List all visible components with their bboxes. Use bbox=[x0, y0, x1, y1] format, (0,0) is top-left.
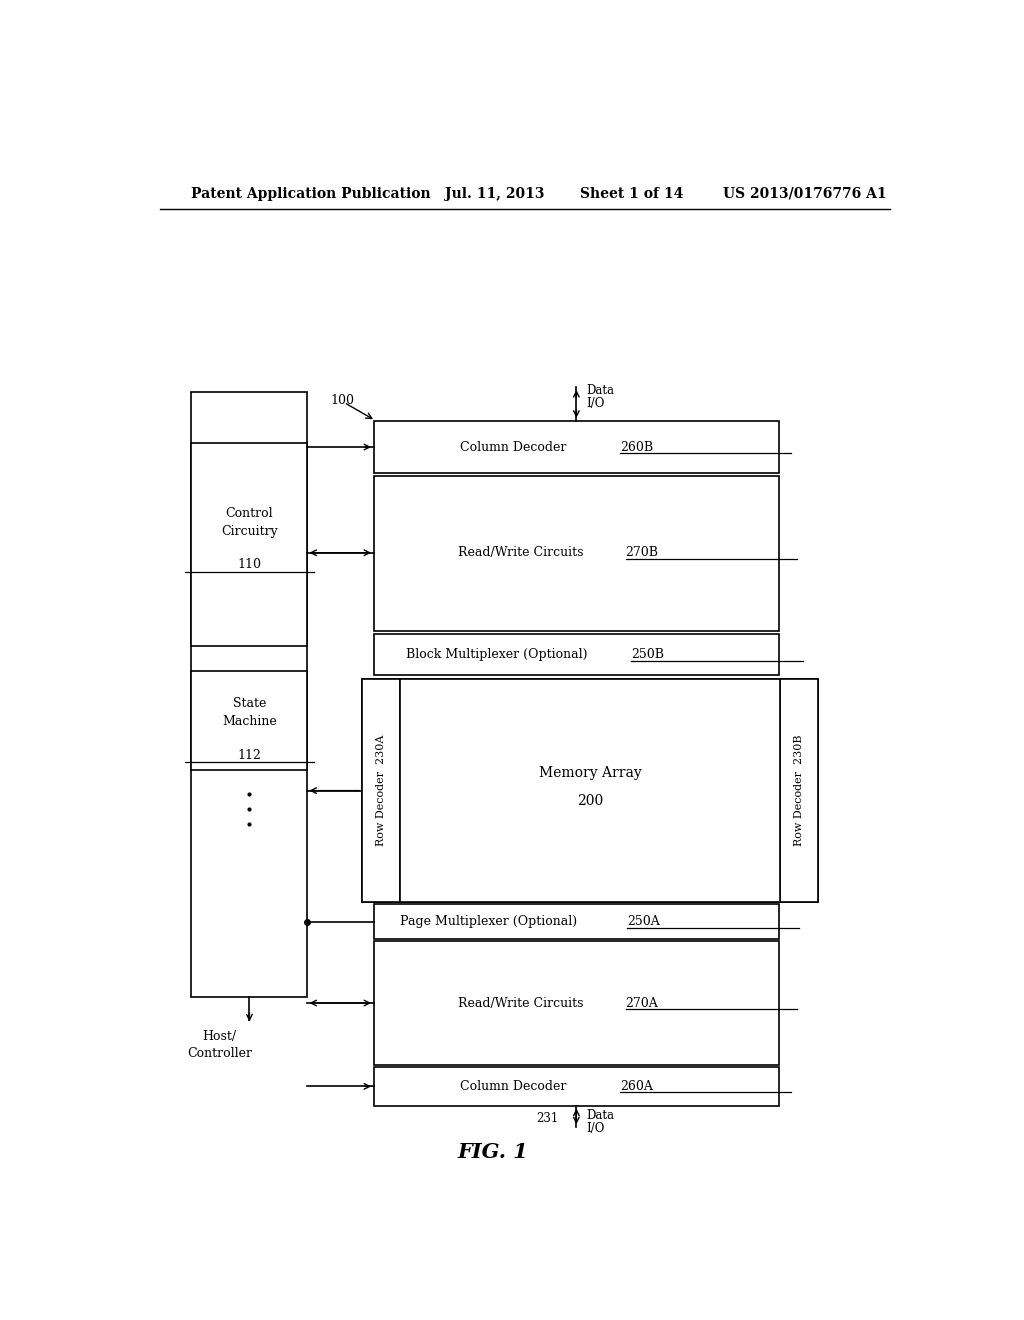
Bar bbox=[191, 444, 306, 647]
Text: Data: Data bbox=[587, 1109, 614, 1122]
Bar bbox=[400, 678, 780, 903]
Text: 110: 110 bbox=[238, 558, 261, 572]
Text: 250B: 250B bbox=[631, 648, 665, 661]
Text: 112: 112 bbox=[238, 748, 261, 762]
Text: 270A: 270A bbox=[626, 997, 658, 1010]
Text: Control
Circuitry: Control Circuitry bbox=[221, 507, 278, 537]
Text: Column Decoder: Column Decoder bbox=[460, 441, 574, 454]
Text: 250A: 250A bbox=[627, 915, 659, 928]
Text: 100: 100 bbox=[331, 393, 354, 407]
Text: 231: 231 bbox=[536, 1113, 558, 1126]
Bar bbox=[362, 678, 818, 903]
Text: 260A: 260A bbox=[620, 1080, 653, 1093]
Bar bbox=[374, 634, 778, 675]
Bar bbox=[374, 941, 778, 1065]
Text: Memory Array: Memory Array bbox=[539, 767, 641, 780]
Bar bbox=[374, 904, 778, 939]
Bar bbox=[374, 1067, 778, 1106]
Bar bbox=[374, 475, 778, 631]
Text: US 2013/0176776 A1: US 2013/0176776 A1 bbox=[723, 187, 887, 201]
Text: FIG. 1: FIG. 1 bbox=[458, 1142, 528, 1163]
Text: Host/
Controller: Host/ Controller bbox=[186, 1030, 252, 1060]
Text: Row Decoder  230B: Row Decoder 230B bbox=[795, 735, 805, 846]
Text: State
Machine: State Machine bbox=[222, 697, 276, 727]
Text: Page Multiplexer (Optional): Page Multiplexer (Optional) bbox=[400, 915, 586, 928]
Text: Row Decoder  230A: Row Decoder 230A bbox=[376, 735, 386, 846]
Bar bbox=[191, 392, 306, 997]
Text: 200: 200 bbox=[577, 793, 603, 808]
Text: Sheet 1 of 14: Sheet 1 of 14 bbox=[581, 187, 684, 201]
Bar bbox=[191, 671, 306, 771]
Text: Column Decoder: Column Decoder bbox=[460, 1080, 574, 1093]
Bar bbox=[374, 421, 778, 474]
Text: Read/Write Circuits: Read/Write Circuits bbox=[458, 546, 592, 560]
Text: I/O: I/O bbox=[587, 397, 605, 409]
Text: 260B: 260B bbox=[620, 441, 653, 454]
Text: Patent Application Publication: Patent Application Publication bbox=[191, 187, 431, 201]
Bar bbox=[780, 678, 818, 903]
Text: I/O: I/O bbox=[587, 1122, 605, 1135]
Bar bbox=[362, 678, 400, 903]
Text: Block Multiplexer (Optional): Block Multiplexer (Optional) bbox=[407, 648, 596, 661]
Text: Data: Data bbox=[587, 384, 614, 396]
Text: Jul. 11, 2013: Jul. 11, 2013 bbox=[445, 187, 545, 201]
Text: 270B: 270B bbox=[626, 546, 658, 560]
Text: Read/Write Circuits: Read/Write Circuits bbox=[458, 997, 592, 1010]
